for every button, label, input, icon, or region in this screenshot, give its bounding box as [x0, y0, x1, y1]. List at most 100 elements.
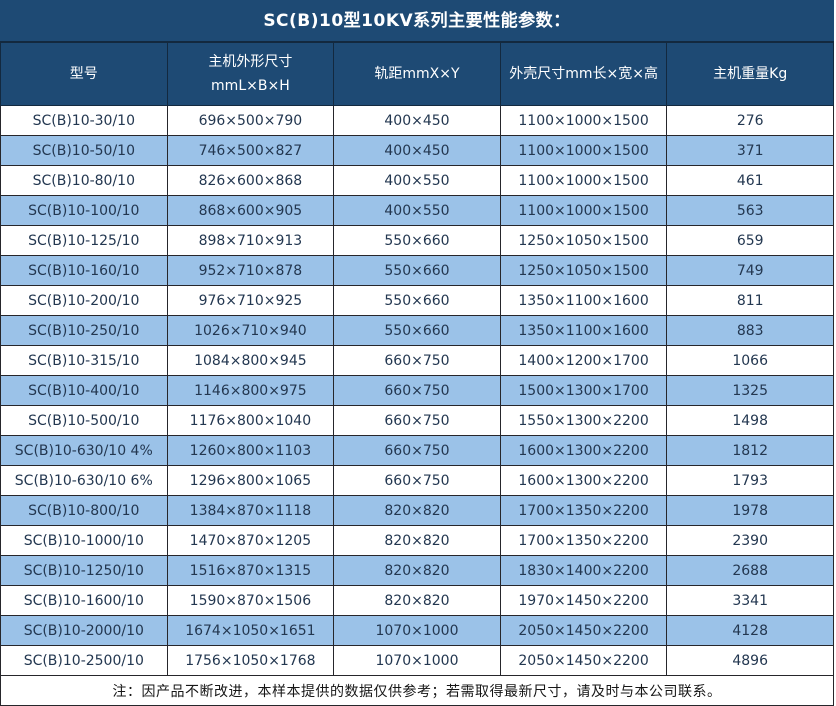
cell-enclosure-size: 1400×1200×1700 [499, 345, 668, 376]
cell-enclosure-size: 1350×1100×1600 [499, 285, 668, 316]
cell-rail-gauge: 660×750 [333, 375, 501, 406]
cell-host-dimensions: 1296×800×1065 [166, 465, 335, 496]
cell-host-weight: 371 [666, 135, 834, 166]
table-row: SC(B)10-2500/10 1756×1050×1768 1070×1000 20… [0, 645, 834, 676]
cell-model: SC(B)10-2000/10 [0, 615, 168, 646]
table-row: SC(B)10-1600/10 1590×870×1506 820×820 1970×… [0, 585, 834, 616]
cell-host-weight: 1812 [666, 435, 834, 466]
cell-rail-gauge: 820×820 [333, 525, 501, 556]
cell-rail-gauge: 400×450 [333, 105, 501, 136]
table-title: SC(B)10型10KV系列主要性能参数： [0, 0, 834, 42]
table-row: SC(B)10-100/10 868×600×905 400×550 1100×100… [0, 195, 834, 226]
cell-enclosure-size: 1600×1300×2200 [499, 435, 668, 466]
table-body: SC(B)10-30/10 696×500×790 400×450 1100×1000… [0, 105, 834, 676]
table-row: SC(B)10-80/10 826×600×868 400×550 1100×1000… [0, 165, 834, 196]
table-header: 型号 主机外形尺寸 mmL×B×H 轨距mmX×Y 外壳尺寸mm长×宽×高 主机重量Kg [0, 42, 834, 106]
cell-rail-gauge: 550×660 [333, 315, 501, 346]
cell-host-dimensions: 898×710×913 [166, 225, 335, 256]
cell-model: SC(B)10-50/10 [0, 135, 168, 166]
cell-model: SC(B)10-100/10 [0, 195, 168, 226]
cell-rail-gauge: 820×820 [333, 585, 501, 616]
cell-model: SC(B)10-630/10 4% [0, 435, 168, 466]
cell-host-weight: 1498 [666, 405, 834, 436]
cell-enclosure-size: 1100×1000×1500 [499, 105, 668, 136]
cell-rail-gauge: 820×820 [333, 495, 501, 526]
cell-model: SC(B)10-315/10 [0, 345, 168, 376]
cell-model: SC(B)10-200/10 [0, 285, 168, 316]
cell-host-weight: 2390 [666, 525, 834, 556]
column-header-host-dimensions: 主机外形尺寸 mmL×B×H [166, 42, 335, 106]
cell-host-dimensions: 952×710×878 [166, 255, 335, 286]
table-row: SC(B)10-1250/10 1516×870×1315 820×820 1830×… [0, 555, 834, 586]
spec-table: 型号 主机外形尺寸 mmL×B×H 轨距mmX×Y 外壳尺寸mm长×宽×高 主机重量Kg … [0, 42, 834, 706]
cell-rail-gauge: 550×660 [333, 225, 501, 256]
cell-enclosure-size: 1700×1350×2200 [499, 495, 668, 526]
column-header-rail-gauge: 轨距mmX×Y [333, 42, 501, 106]
cell-enclosure-size: 1600×1300×2200 [499, 465, 668, 496]
cell-host-weight: 883 [666, 315, 834, 346]
column-header-model: 型号 [0, 42, 168, 106]
cell-host-dimensions: 1756×1050×1768 [166, 645, 335, 676]
cell-enclosure-size: 1250×1050×1500 [499, 225, 668, 256]
cell-rail-gauge: 400×450 [333, 135, 501, 166]
cell-model: SC(B)10-630/10 6% [0, 465, 168, 496]
cell-model: SC(B)10-250/10 [0, 315, 168, 346]
cell-host-dimensions: 1470×870×1205 [166, 525, 335, 556]
column-header-enclosure-size: 外壳尺寸mm长×宽×高 [499, 42, 668, 106]
table-row: SC(B)10-500/10 1176×800×1040 660×750 1550×1… [0, 405, 834, 436]
cell-host-weight: 4896 [666, 645, 834, 676]
table-row: SC(B)10-630/10 4% 1260×800×1103 660×750 160… [0, 435, 834, 466]
table-row: SC(B)10-160/10 952×710×878 550×660 1250×105… [0, 255, 834, 286]
cell-enclosure-size: 1830×1400×2200 [499, 555, 668, 586]
cell-enclosure-size: 1100×1000×1500 [499, 165, 668, 196]
cell-model: SC(B)10-2500/10 [0, 645, 168, 676]
cell-model: SC(B)10-125/10 [0, 225, 168, 256]
cell-host-dimensions: 1084×800×945 [166, 345, 335, 376]
cell-host-dimensions: 696×500×790 [166, 105, 335, 136]
cell-host-dimensions: 1674×1050×1651 [166, 615, 335, 646]
column-header-host-weight: 主机重量Kg [666, 42, 834, 106]
cell-rail-gauge: 1070×1000 [333, 645, 501, 676]
cell-model: SC(B)10-800/10 [0, 495, 168, 526]
cell-host-dimensions: 868×600×905 [166, 195, 335, 226]
table-row: SC(B)10-800/10 1384×870×1118 820×820 1700×1… [0, 495, 834, 526]
footer-note: 注：因产品不断改进，本样本提供的数据仅供参考；若需取得最新尺寸，请及时与本公司联… [0, 675, 834, 706]
cell-rail-gauge: 400×550 [333, 195, 501, 226]
cell-host-weight: 2688 [666, 555, 834, 586]
cell-enclosure-size: 1100×1000×1500 [499, 195, 668, 226]
header-row: 型号 主机外形尺寸 mmL×B×H 轨距mmX×Y 外壳尺寸mm长×宽×高 主机重量Kg [0, 42, 834, 106]
cell-host-dimensions: 1590×870×1506 [166, 585, 335, 616]
cell-model: SC(B)10-1000/10 [0, 525, 168, 556]
table-row: SC(B)10-315/10 1084×800×945 660×750 1400×12… [0, 345, 834, 376]
cell-host-weight: 3341 [666, 585, 834, 616]
table-row: SC(B)10-250/10 1026×710×940 550×660 1350×11… [0, 315, 834, 346]
table-row: SC(B)10-630/10 6% 1296×800×1065 660×750 160… [0, 465, 834, 496]
cell-host-dimensions: 1146×800×975 [166, 375, 335, 406]
cell-rail-gauge: 820×820 [333, 555, 501, 586]
cell-host-weight: 461 [666, 165, 834, 196]
cell-host-weight: 4128 [666, 615, 834, 646]
footer-row: 注：因产品不断改进，本样本提供的数据仅供参考；若需取得最新尺寸，请及时与本公司联… [0, 675, 834, 706]
cell-rail-gauge: 1070×1000 [333, 615, 501, 646]
table-row: SC(B)10-2000/10 1674×1050×1651 1070×1000 20… [0, 615, 834, 646]
cell-host-dimensions: 1516×870×1315 [166, 555, 335, 586]
cell-rail-gauge: 550×660 [333, 255, 501, 286]
cell-host-weight: 749 [666, 255, 834, 286]
table-row: SC(B)10-125/10 898×710×913 550×660 1250×105… [0, 225, 834, 256]
cell-enclosure-size: 1100×1000×1500 [499, 135, 668, 166]
cell-enclosure-size: 1970×1450×2200 [499, 585, 668, 616]
cell-host-weight: 563 [666, 195, 834, 226]
cell-host-dimensions: 976×710×925 [166, 285, 335, 316]
cell-host-dimensions: 746×500×827 [166, 135, 335, 166]
table-row: SC(B)10-400/10 1146×800×975 660×750 1500×13… [0, 375, 834, 406]
cell-enclosure-size: 2050×1450×2200 [499, 615, 668, 646]
cell-host-weight: 1325 [666, 375, 834, 406]
cell-model: SC(B)10-160/10 [0, 255, 168, 286]
table-footer: 注：因产品不断改进，本样本提供的数据仅供参考；若需取得最新尺寸，请及时与本公司联… [0, 675, 834, 706]
cell-enclosure-size: 1350×1100×1600 [499, 315, 668, 346]
cell-host-dimensions: 1026×710×940 [166, 315, 335, 346]
cell-host-weight: 811 [666, 285, 834, 316]
cell-model: SC(B)10-400/10 [0, 375, 168, 406]
cell-enclosure-size: 2050×1450×2200 [499, 645, 668, 676]
